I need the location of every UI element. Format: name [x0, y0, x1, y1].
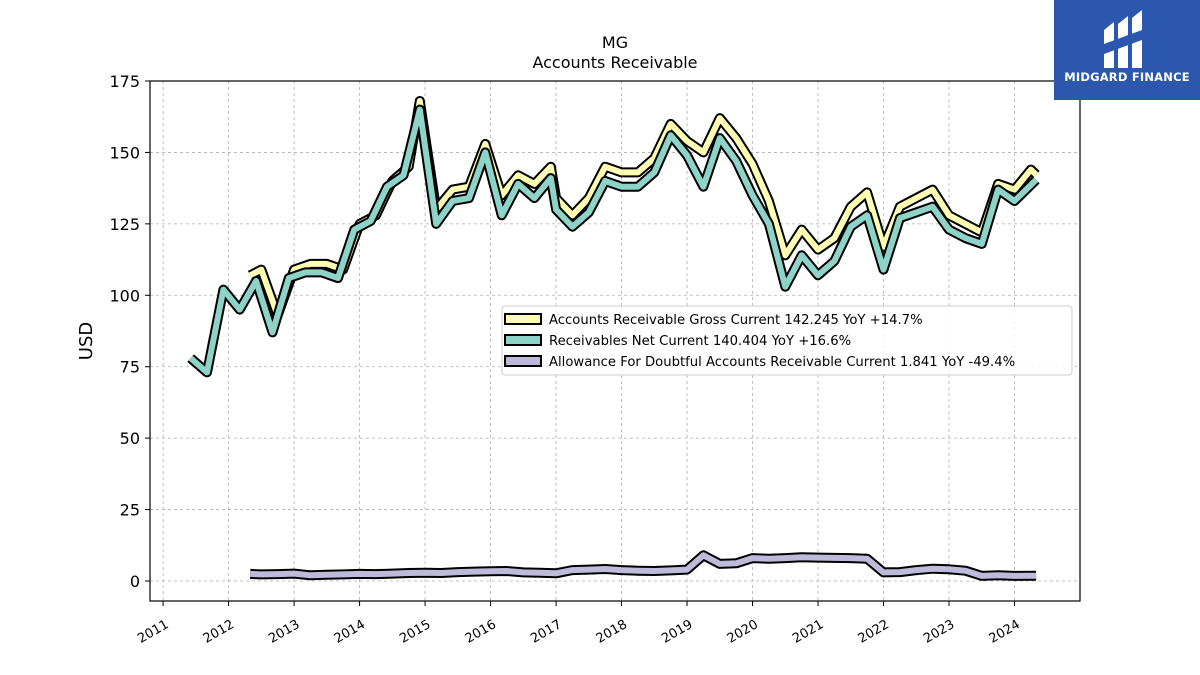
y-tick-label: 50 [120, 429, 140, 448]
legend: Accounts Receivable Gross Current 142.24… [501, 305, 1073, 376]
y-tick-label: 100 [109, 286, 140, 305]
series-line-2 [188, 106, 1039, 376]
plot-frame [149, 80, 1081, 602]
y-tick-label: 125 [109, 215, 140, 234]
chart-title: MG [602, 33, 628, 52]
series-layer [187, 96, 1040, 581]
legend-label: Accounts Receivable Gross Current 142.24… [549, 313, 923, 328]
series-line-3 [250, 552, 1037, 579]
y-tick-label: 25 [120, 501, 140, 520]
y-tick-label: 175 [109, 72, 140, 91]
y-tick-label: 0 [130, 572, 140, 591]
legend-swatch [504, 355, 542, 367]
legend-label: Allowance For Doubtful Accounts Receivab… [549, 355, 1015, 370]
y-axis-label: USD [76, 322, 97, 360]
brand-logo: MIDGARD FINANCE [1054, 0, 1200, 100]
y-tick-label: 150 [109, 143, 140, 162]
legend-box [501, 305, 1073, 376]
brand-name: MIDGARD FINANCE [1064, 70, 1190, 84]
y-tick-label: 75 [120, 358, 140, 377]
legend-swatch [504, 334, 542, 346]
chart-subtitle: Accounts Receivable [532, 53, 697, 72]
midgard-logo-icon [1104, 10, 1142, 68]
legend-label: Receivables Net Current 140.404 YoY +16.… [549, 334, 851, 349]
legend-swatch [504, 313, 542, 325]
